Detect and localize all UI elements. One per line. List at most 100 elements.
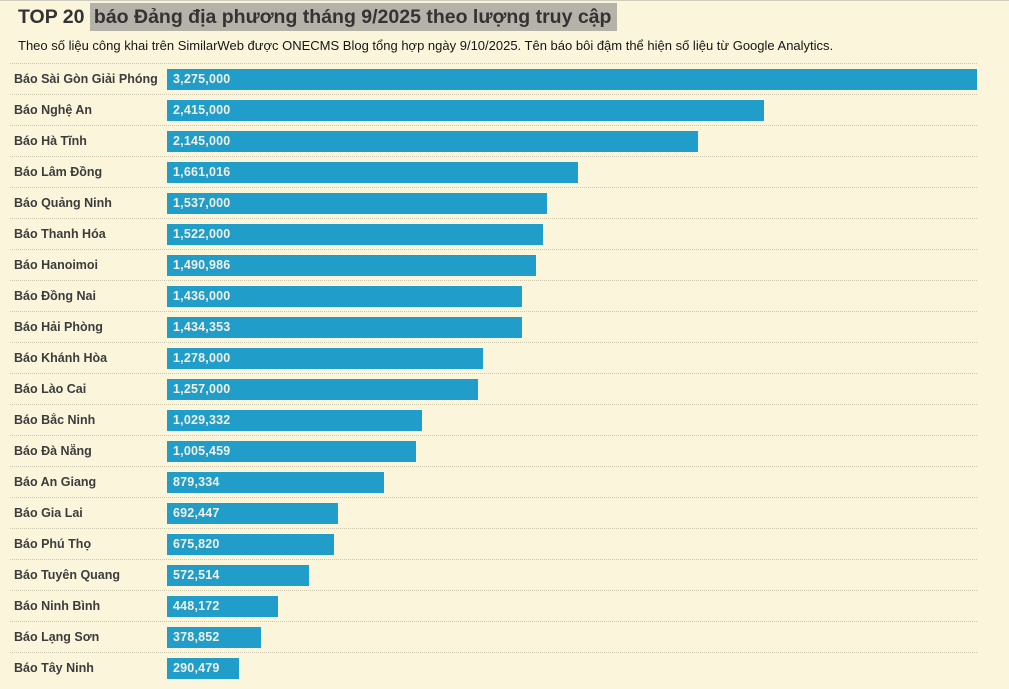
bar-value-label: 692,447: [173, 506, 220, 520]
newspaper-name-label: Báo Thanh Hóa: [14, 227, 106, 241]
chart-row: Báo Bắc Ninh 1,029,332: [10, 404, 977, 435]
page-title: TOP 20 báo Đảng địa phương tháng 9/2025 …: [18, 3, 993, 31]
newspaper-name-label: Báo Tuyên Quang: [14, 568, 121, 582]
value-bar: 2,415,000: [167, 99, 765, 121]
bar-track: 879,334: [167, 471, 977, 493]
value-bar: 378,852: [167, 626, 261, 648]
newspaper-name-label: Báo Hà Tĩnh: [14, 134, 87, 148]
chart-row: Báo Lâm Đồng 1,661,016: [10, 156, 977, 187]
value-bar: 1,537,000: [167, 192, 548, 214]
bar-track: 1,522,000: [167, 223, 977, 245]
chart-row: Báo Gia Lai 692,447: [10, 497, 977, 528]
bar-track: 378,852: [167, 626, 977, 648]
chart-row: Báo Đà Nẵng 1,005,459: [10, 435, 977, 466]
chart-row: Báo Sài Gòn Giải Phóng 3,275,000: [10, 63, 977, 94]
bar-track: 1,257,000: [167, 378, 977, 400]
bar-track: 2,415,000: [167, 99, 977, 121]
value-bar: 1,436,000: [167, 285, 523, 307]
newspaper-name-label: Báo Quảng Ninh: [14, 196, 112, 210]
value-bar: 290,479: [167, 657, 239, 679]
value-bar: 572,514: [167, 564, 309, 586]
value-bar: 1,257,000: [167, 378, 478, 400]
bar-value-label: 290,479: [173, 661, 220, 675]
chart-header: TOP 20 báo Đảng địa phương tháng 9/2025 …: [0, 1, 1009, 54]
chart-row: Báo Thanh Hóa 1,522,000: [10, 218, 977, 249]
value-bar: 1,029,332: [167, 409, 422, 431]
newspaper-name-label: Báo Bắc Ninh: [14, 413, 96, 427]
bar-value-label: 1,257,000: [173, 382, 231, 396]
newspaper-name-label: Báo Phú Thọ: [14, 537, 92, 551]
chart-row: Báo Đồng Nai 1,436,000: [10, 280, 977, 311]
bar-chart: Báo Sài Gòn Giải Phóng 3,275,000 Báo Ngh…: [10, 63, 977, 683]
newspaper-name-label: Báo An Giang: [14, 475, 97, 489]
value-bar: 1,490,986: [167, 254, 536, 276]
value-bar: 3,275,000: [167, 68, 977, 90]
newspaper-name-label: Báo Nghệ An: [14, 103, 93, 117]
bar-value-label: 3,275,000: [173, 72, 231, 86]
bar-track: 1,005,459: [167, 440, 977, 462]
newspaper-name-label: Báo Lào Cai: [14, 382, 87, 396]
value-bar: 2,145,000: [167, 130, 698, 152]
newspaper-name-label: Báo Đà Nẵng: [14, 444, 92, 458]
newspaper-name-label: Báo Lạng Sơn: [14, 630, 100, 644]
value-bar: 1,434,353: [167, 316, 522, 338]
newspaper-name-label: Báo Gia Lai: [14, 506, 83, 520]
newspaper-name-label: Báo Khánh Hòa: [14, 351, 108, 365]
bar-value-label: 1,436,000: [173, 289, 231, 303]
bar-track: 675,820: [167, 533, 977, 555]
title-highlighted-text: báo Đảng địa phương tháng 9/2025 theo lư…: [89, 3, 618, 31]
bar-track: 692,447: [167, 502, 977, 524]
bar-value-label: 1,522,000: [173, 227, 231, 241]
bar-track: 1,434,353: [167, 316, 977, 338]
chart-row: Báo Tây Ninh 290,479: [10, 652, 977, 683]
bar-track: 1,029,332: [167, 409, 977, 431]
newspaper-name-label: Báo Đồng Nai: [14, 289, 96, 303]
bar-track: 448,172: [167, 595, 977, 617]
value-bar: 692,447: [167, 502, 339, 524]
bar-value-label: 378,852: [173, 630, 220, 644]
chart-row: Báo Khánh Hòa 1,278,000: [10, 342, 977, 373]
title-prefix: TOP 20: [18, 6, 90, 28]
bar-track: 572,514: [167, 564, 977, 586]
bar-value-label: 2,145,000: [173, 134, 231, 148]
bar-track: 290,479: [167, 657, 977, 679]
value-bar: 1,522,000: [167, 223, 544, 245]
chart-row: Báo Lào Cai 1,257,000: [10, 373, 977, 404]
newspaper-name-label: Báo Lâm Đồng: [14, 165, 103, 179]
bar-value-label: 1,490,986: [173, 258, 231, 272]
value-bar: 1,661,016: [167, 161, 578, 183]
bar-track: 1,436,000: [167, 285, 977, 307]
chart-row: Báo Ninh Bình 448,172: [10, 590, 977, 621]
newspaper-name-label: Báo Hải Phòng: [14, 320, 103, 334]
chart-row: Báo Quảng Ninh 1,537,000: [10, 187, 977, 218]
bar-track: 1,661,016: [167, 161, 977, 183]
chart-row: Báo Hải Phòng 1,434,353: [10, 311, 977, 342]
value-bar: 879,334: [167, 471, 385, 493]
chart-row: Báo Hanoimoi 1,490,986: [10, 249, 977, 280]
bar-value-label: 1,278,000: [173, 351, 231, 365]
bar-value-label: 572,514: [173, 568, 220, 582]
newspaper-name-label: Báo Hanoimoi: [14, 258, 99, 272]
bar-value-label: 879,334: [173, 475, 220, 489]
chart-row: Báo Lạng Sơn 378,852: [10, 621, 977, 652]
bar-track: 2,145,000: [167, 130, 977, 152]
bar-track: 1,278,000: [167, 347, 977, 369]
value-bar: 1,005,459: [167, 440, 416, 462]
chart-row: Báo Phú Thọ 675,820: [10, 528, 977, 559]
bar-value-label: 1,537,000: [173, 196, 231, 210]
bar-track: 3,275,000: [167, 68, 977, 90]
bar-track: 1,537,000: [167, 192, 977, 214]
value-bar: 448,172: [167, 595, 278, 617]
chart-source-note: Theo số liệu công khai trên SimilarWeb đ…: [18, 38, 834, 53]
value-bar: 1,278,000: [167, 347, 484, 369]
newspaper-name-label: Báo Sài Gòn Giải Phóng: [14, 72, 158, 86]
bar-value-label: 1,005,459: [173, 444, 231, 458]
bar-value-label: 1,661,016: [173, 165, 231, 179]
bar-value-label: 448,172: [173, 599, 220, 613]
bar-track: 1,490,986: [167, 254, 977, 276]
chart-row: Báo Tuyên Quang 572,514: [10, 559, 977, 590]
bar-value-label: 1,029,332: [173, 413, 231, 427]
chart-row: Báo Nghệ An 2,415,000: [10, 94, 977, 125]
chart-row: Báo An Giang 879,334: [10, 466, 977, 497]
